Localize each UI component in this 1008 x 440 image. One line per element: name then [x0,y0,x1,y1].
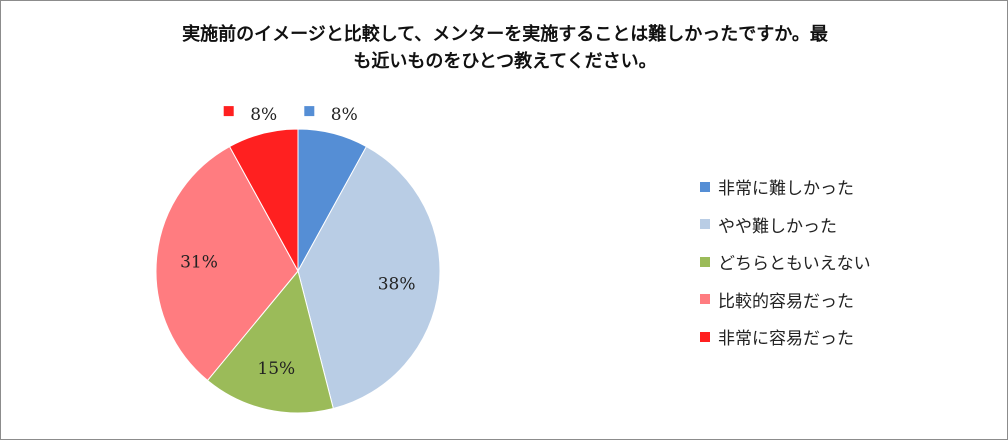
legend-item-3: どちらともいえない [700,243,871,281]
legend-label-4: 比較的容易だった [718,291,854,312]
data-label-group-5: 8% [223,105,277,125]
legend-item-5: 非常に容易だった [700,318,871,356]
chart-title-line-2: も近いものをひとつ教えてください。 [353,51,657,72]
data-label-3: 15% [257,359,295,379]
legend-swatch-2 [700,219,710,230]
legend-swatch-3 [700,256,710,267]
legend-item-2: やや難しかった [700,206,871,244]
pie-slice-3 [206,269,334,414]
pie-slice-5 [228,128,299,272]
legend-label-5: 非常に容易だった [718,329,854,350]
data-label-key-5 [223,106,234,117]
legend-label-2: やや難しかった [718,216,837,237]
pie-slice-2 [297,145,441,410]
data-label-4: 31% [180,253,218,273]
chart-legend: 非常に難しかった やや難しかったどちらともいえない 比較的容易だった 非常に容易だった [700,168,871,356]
legend-item-4: 比較的容易だった [700,281,871,319]
data-label-group-4: 31% [180,253,218,273]
data-label-1: 8% [331,105,358,125]
data-label-group-3: 15% [257,359,295,379]
legend-item-1: 非常に難しかった [700,168,871,206]
pie-data-labels: 8% 38% 15% 31% 8% [180,105,415,379]
legend-label-3: どちらともいえない [718,254,871,275]
data-label-key-1 [304,106,315,117]
legend-swatch-5 [700,331,710,342]
data-label-2: 38% [378,275,416,295]
pie-slices [155,128,441,414]
legend-swatch-4 [700,294,710,305]
data-label-group-2: 38% [378,275,416,295]
pie-slice-4 [155,145,299,382]
legend-swatch-1 [700,181,710,192]
legend-label-1: 非常に難しかった [718,179,854,200]
data-label-5: 8% [250,105,277,125]
chart-title: 実施前のイメージと比較して、メンターを実施することは難しかったですか。最 も近い… [1,21,1008,75]
chart-title-line-1: 実施前のイメージと比較して、メンターを実施することは難しかったですか。最 [182,24,828,45]
data-label-group-1: 8% [304,105,358,125]
